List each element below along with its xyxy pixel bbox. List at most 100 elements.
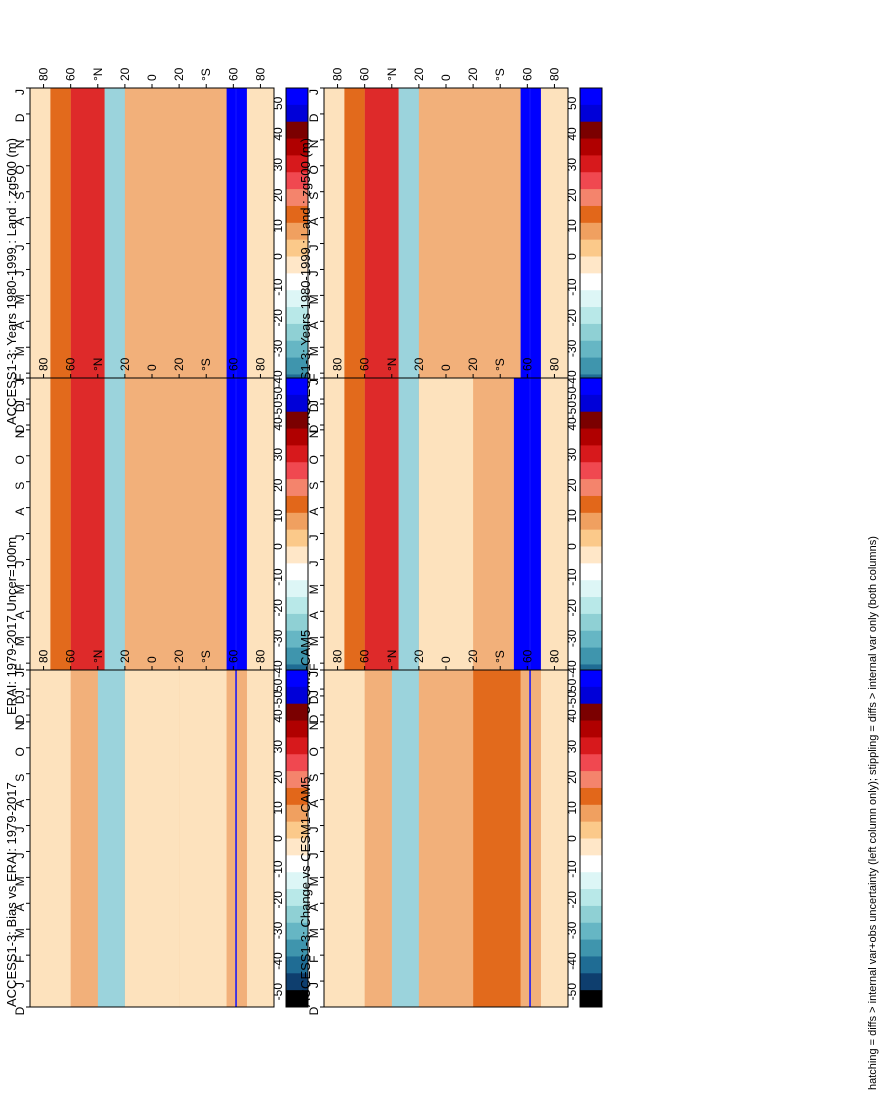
- lat-tick-label: °S: [199, 650, 213, 663]
- colorbar-label: -10: [565, 278, 579, 296]
- colorbar-frame: [579, 669, 603, 1008]
- lat-band: [124, 88, 180, 425]
- colorbar-segment: [580, 256, 602, 274]
- colorbar-label: -30: [271, 921, 285, 939]
- month-tick-label: J: [13, 270, 27, 276]
- lat-tick-label: 80: [253, 649, 267, 663]
- colorbar-segment: [286, 104, 308, 123]
- colorbar-segment: [286, 956, 308, 974]
- colorbar-segment: [286, 428, 308, 446]
- colorbar-label: -10: [565, 860, 579, 878]
- colorbar-label: -30: [271, 339, 285, 357]
- colorbar-label: -10: [565, 568, 579, 586]
- month-tick-label: J: [307, 270, 321, 276]
- lat-band: [104, 378, 125, 715]
- month-tick-label: S: [13, 192, 27, 200]
- colorbar-segment: [286, 138, 308, 156]
- lat-tick-label: 60: [226, 67, 240, 81]
- colorbar-label: 0: [271, 253, 285, 260]
- lat-tick-label: 20: [466, 649, 480, 663]
- month-tick-label: M: [307, 636, 321, 646]
- panel-title: ACCESS1-3: Bias vs ERAI: 1979-2017: [4, 782, 19, 1007]
- lat-band: [246, 88, 274, 425]
- month-tick-label: F: [307, 373, 321, 380]
- colorbar-segment: [286, 720, 308, 738]
- lat-tick-label: 0: [439, 364, 453, 371]
- month-tick-label: J: [307, 852, 321, 858]
- colorbar-segment: [286, 973, 308, 991]
- month-tick-label: J: [307, 671, 321, 677]
- colorbar-segment: [286, 205, 308, 224]
- colorbar-segment: [286, 647, 308, 665]
- month-tick-label: A: [307, 611, 321, 619]
- colorbar-segment: [580, 529, 602, 547]
- month-tick-label: A: [307, 508, 321, 516]
- colorbar-label: -40: [271, 952, 285, 970]
- lat-tick-label: 0: [145, 656, 159, 663]
- lat-band: [473, 378, 514, 715]
- lat-tick-label: 60: [358, 649, 372, 663]
- colorbar-label: -20: [565, 309, 579, 327]
- lat-tick-label: 80: [547, 67, 561, 81]
- colorbar-label: 50: [271, 386, 285, 400]
- month-tick-label: N: [13, 140, 27, 149]
- month-tick-label: D: [307, 695, 321, 704]
- lat-tick-label: 20: [172, 67, 186, 81]
- lat-tick-label: 80: [547, 357, 561, 371]
- colorbar-segment: [286, 580, 308, 598]
- colorbar-label: -10: [271, 278, 285, 296]
- colorbar-segment: [286, 394, 308, 413]
- lat-band: [30, 670, 71, 1007]
- lat-tick-label: 0: [439, 74, 453, 81]
- month-tick-label: J: [13, 671, 27, 677]
- colorbar-segment: [286, 495, 308, 514]
- month-tick-label: M: [13, 876, 27, 886]
- month-tick-label: F: [307, 955, 321, 962]
- month-tick-label: S: [13, 482, 27, 490]
- colorbar-segment: [580, 323, 602, 342]
- lat-band: [246, 670, 274, 1007]
- colorbar-segment: [286, 88, 308, 106]
- colorbar-segment: [286, 922, 308, 941]
- colorbar-segment: [580, 546, 602, 564]
- panel-2: 80 60 °N 20 0 20 °S 60 80DJFMAMJJASONDJACCESS1-3…: [298, 67, 603, 433]
- colorbar-segment: [286, 787, 308, 806]
- colorbar-segment: [580, 647, 602, 665]
- colorbar-label: 10: [565, 801, 579, 815]
- colorbar-segment: [286, 990, 308, 1008]
- month-tick-label: J: [13, 379, 27, 385]
- colorbar-label: 50: [565, 386, 579, 400]
- panel-title: ACCESS1-3: Years 1980-1999 : Land : zg50…: [4, 138, 19, 425]
- colorbar-segment: [286, 563, 308, 581]
- colorbar-label: 30: [565, 448, 579, 462]
- month-tick-label: O: [13, 455, 27, 464]
- lat-tick-label: 20: [118, 649, 132, 663]
- colorbar-label: 40: [565, 709, 579, 723]
- colorbar-label: 10: [565, 509, 579, 523]
- month-tick-label: M: [13, 928, 27, 938]
- lat-band: [50, 378, 71, 715]
- month-tick-label: N: [307, 430, 321, 439]
- lat-tick-label: 60: [358, 357, 372, 371]
- lat-band: [104, 88, 125, 425]
- lat-tick-label: 80: [37, 67, 51, 81]
- colorbar-segment: [580, 378, 602, 396]
- panel-4: 8060°N20020°S6080DJFMAMJJASONDJCESM1-CAM…: [298, 357, 603, 723]
- colorbar-label: -40: [565, 952, 579, 970]
- colorbar-segment: [580, 855, 602, 873]
- colorbar-segment: [286, 889, 308, 907]
- colorbar-segment: [580, 872, 602, 890]
- lat-band: [246, 378, 274, 715]
- colorbar-segment: [580, 613, 602, 632]
- month-tick-label: O: [307, 165, 321, 174]
- lat-band: [324, 378, 345, 715]
- month-tick-label: M: [13, 584, 27, 594]
- colorbar-segment: [580, 905, 602, 924]
- colorbar-segment: [286, 754, 308, 772]
- colorbar-segment: [286, 855, 308, 873]
- lat-band: [364, 670, 392, 1007]
- month-tick-label: A: [13, 800, 27, 808]
- month-tick-label: J: [307, 400, 321, 406]
